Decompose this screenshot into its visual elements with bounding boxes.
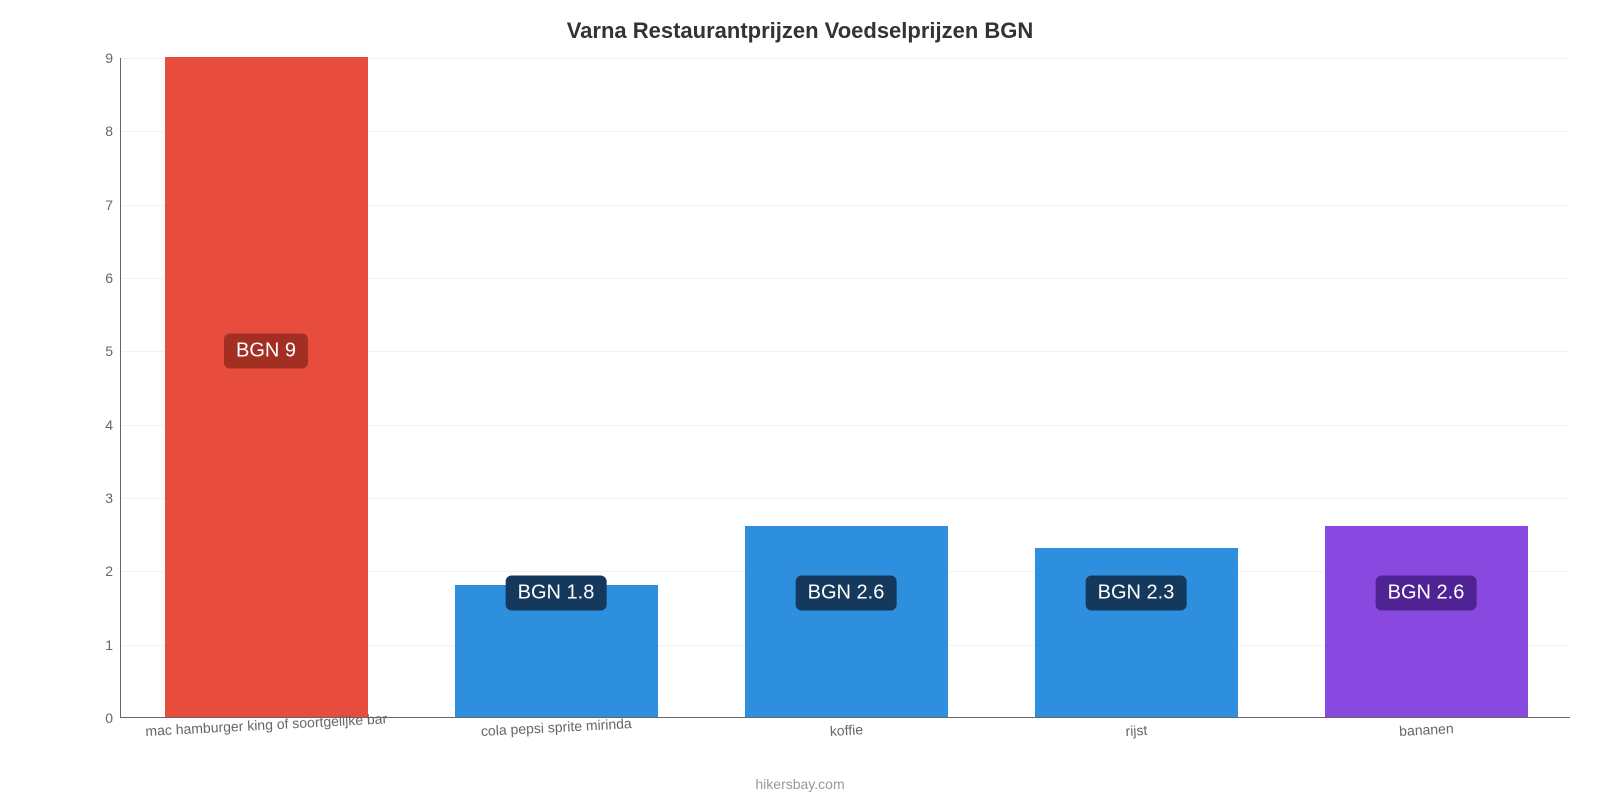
y-tick-label: 4 [105, 417, 121, 433]
bar [1325, 526, 1528, 717]
chart-title: Varna Restaurantprijzen Voedselprijzen B… [0, 18, 1600, 44]
value-badge: BGN 9 [224, 334, 308, 369]
bar [1035, 548, 1238, 717]
bar [745, 526, 948, 717]
y-tick-label: 7 [105, 197, 121, 213]
y-tick-label: 9 [105, 50, 121, 66]
y-tick-label: 6 [105, 270, 121, 286]
y-tick-label: 8 [105, 123, 121, 139]
x-tick-label: bananen [1399, 720, 1454, 739]
value-badge: BGN 2.6 [796, 576, 897, 611]
y-tick-label: 1 [105, 637, 121, 653]
x-tick-label: koffie [829, 721, 863, 739]
value-badge: BGN 2.6 [1376, 576, 1477, 611]
value-badge: BGN 1.8 [506, 576, 607, 611]
x-tick-label: cola pepsi sprite mirinda [481, 715, 633, 739]
bar [165, 57, 368, 717]
y-tick-label: 0 [105, 710, 121, 726]
y-tick-label: 2 [105, 563, 121, 579]
chart-container: Varna Restaurantprijzen Voedselprijzen B… [0, 0, 1600, 800]
value-badge: BGN 2.3 [1086, 576, 1187, 611]
y-tick-label: 3 [105, 490, 121, 506]
attribution-text: hikersbay.com [0, 776, 1600, 792]
plot-area: 0123456789BGN 9mac hamburger king of soo… [120, 58, 1570, 718]
x-tick-label: rijst [1125, 722, 1148, 739]
y-tick-label: 5 [105, 343, 121, 359]
